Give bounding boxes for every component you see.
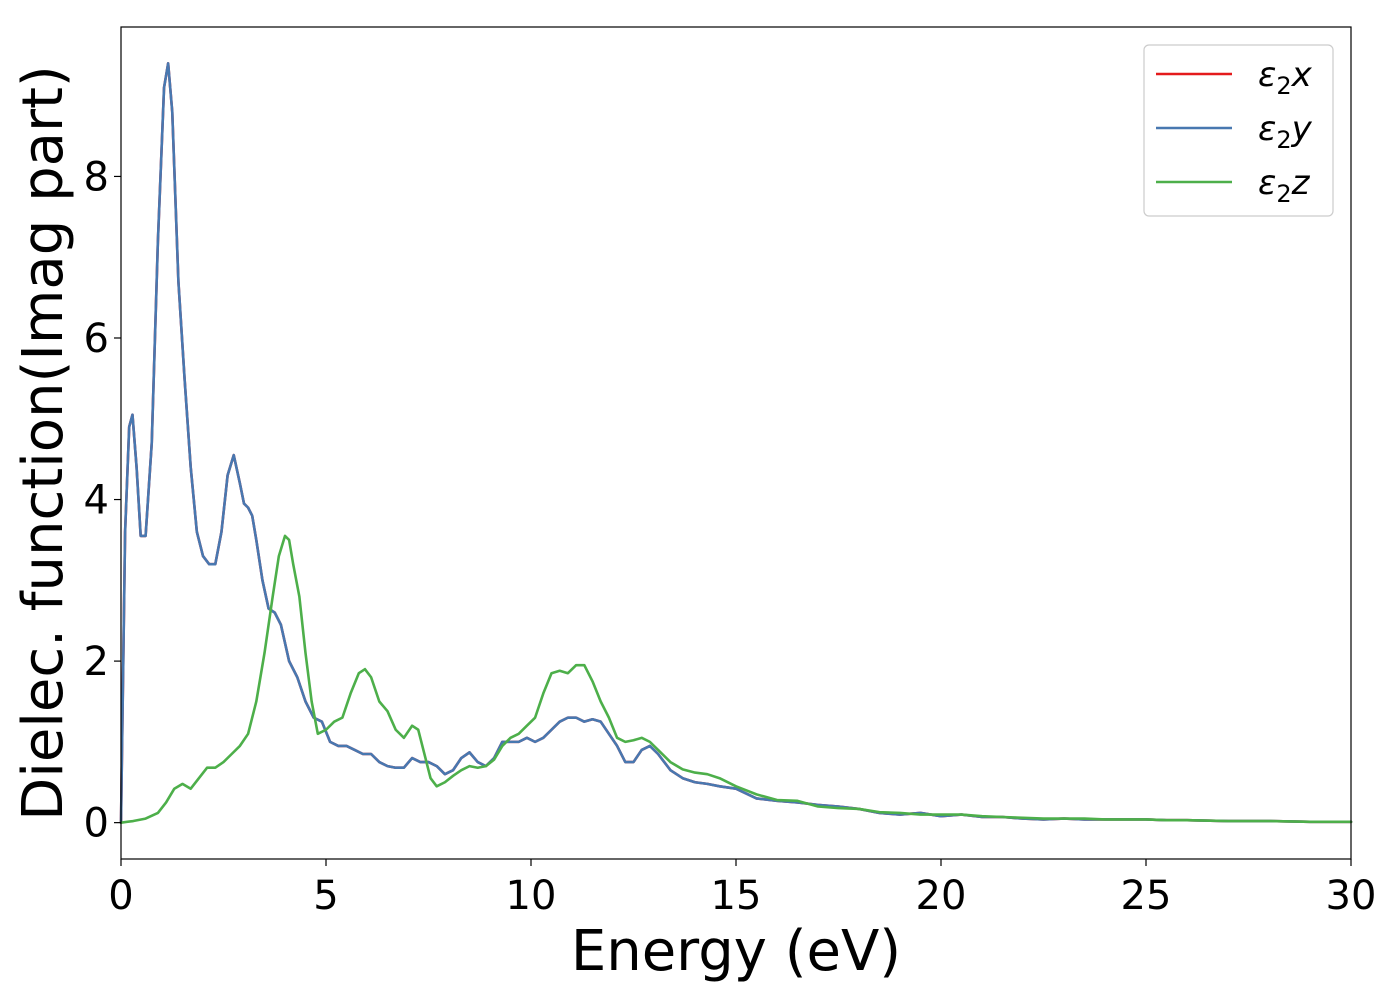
- x-axis: 0 5 10 15 20 25 30: [108, 859, 1376, 919]
- legend: ε2x ε2y ε2z: [1143, 44, 1334, 217]
- y-tick-label: 6: [84, 316, 109, 362]
- x-tick-label: 10: [506, 873, 557, 919]
- legend-label-z: ε2z: [1258, 163, 1311, 208]
- y-tick-label: 2: [84, 639, 109, 685]
- series-line-y: [119, 62, 1353, 824]
- y-axis-label: Dielec. function(Imag part): [11, 65, 76, 821]
- legend-label-y: ε2y: [1258, 109, 1313, 154]
- x-tick-label: 20: [916, 873, 967, 919]
- x-axis-label: Energy (eV): [571, 919, 901, 984]
- legend-label-x: ε2x: [1258, 55, 1313, 100]
- x-tick-label: 0: [108, 873, 133, 919]
- x-tick-label: 5: [313, 873, 338, 919]
- x-tick-label: 25: [1121, 873, 1172, 919]
- x-tick-label: 30: [1326, 873, 1377, 919]
- y-tick-label: 8: [84, 154, 109, 200]
- series-line-z: [119, 534, 1353, 824]
- y-tick-label: 4: [84, 478, 109, 524]
- y-tick-label: 0: [84, 801, 109, 847]
- y-axis: 0 2 4 6 8: [84, 154, 121, 847]
- legend-box: [1143, 44, 1334, 217]
- x-tick-label: 15: [711, 873, 762, 919]
- series-layer: [119, 62, 1353, 824]
